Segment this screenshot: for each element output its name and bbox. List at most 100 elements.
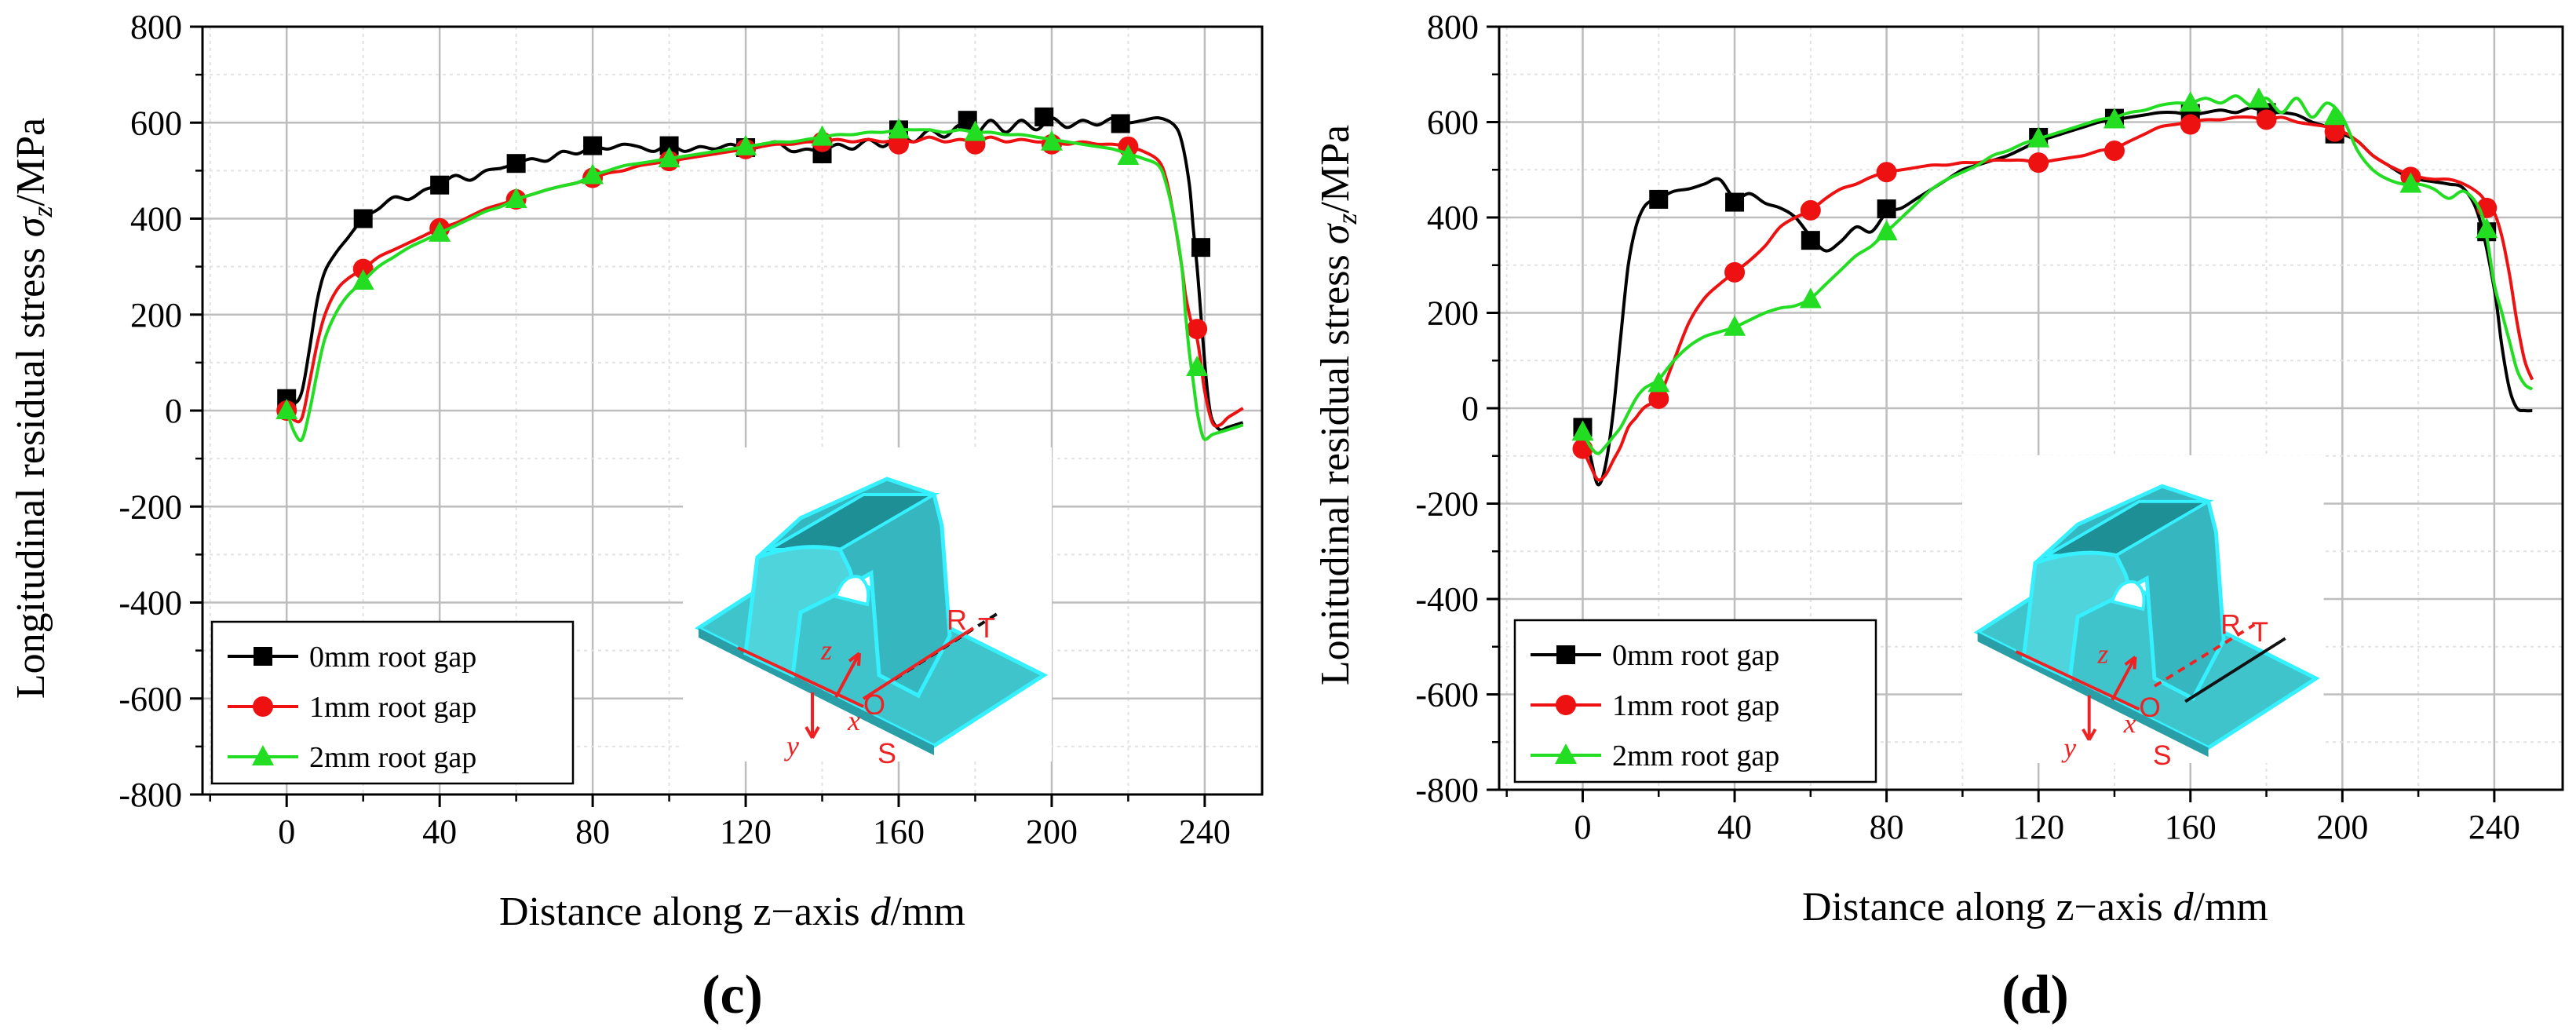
- data-point-triangle: [1647, 371, 1670, 393]
- legend-items: 0mm root gap 1mm root gap 2mm root gap: [1531, 639, 1779, 772]
- data-point-triangle: [1117, 144, 1140, 166]
- chart-panel-d: z y x O S R T 0mm root gap 1mm root gap 2m…: [1313, 8, 2564, 1025]
- data-point-triangle: [2103, 108, 2125, 129]
- data-point-square: [1877, 199, 1896, 219]
- data-point-circle: [1800, 199, 1821, 221]
- plot-frame: [190, 25, 1264, 807]
- x-tick-label: 40: [1717, 808, 1752, 846]
- axes-text: 0 40 80 120 160 200 240 -800 -600 -400 -200 0 200 400…: [1415, 8, 2520, 846]
- data-point-square: [1649, 189, 1669, 209]
- legend-marker-circle: [1556, 695, 1576, 715]
- legend: 0mm root gap 1mm root gap 2mm root gap: [210, 620, 575, 785]
- data-point-square: [1191, 238, 1211, 258]
- data-point-triangle: [964, 120, 987, 141]
- data-point-triangle: [582, 163, 604, 184]
- inset-label-z: z: [820, 634, 832, 666]
- x-tick-label: 120: [2012, 808, 2064, 846]
- data-point-triangle: [275, 399, 298, 419]
- legend-marker-triangle: [1555, 743, 1577, 764]
- data-point-triangle: [888, 118, 910, 139]
- data-point-circle: [1724, 261, 1746, 283]
- x-tick-label: 240: [1179, 813, 1231, 851]
- data-point-circle: [1876, 162, 1897, 183]
- data-point-triangle: [811, 125, 834, 146]
- x-tick-label: 80: [575, 813, 610, 851]
- data-point-square: [353, 209, 373, 228]
- data-point-square: [506, 154, 526, 173]
- data-point-circle: [2324, 121, 2345, 142]
- x-tick-label: 200: [2316, 808, 2368, 846]
- data-point-square: [583, 136, 603, 155]
- y-tick-label: -400: [119, 584, 182, 623]
- legend-label: 0mm root gap: [1612, 639, 1779, 672]
- data-point-triangle: [2247, 87, 2270, 108]
- weld-line-red: [862, 626, 975, 700]
- y-axis-label: Lonitudinal residual stress σz/MPa: [1313, 125, 1363, 685]
- axis-z-arrow: [2111, 656, 2137, 701]
- inset-label-O: O: [863, 688, 885, 721]
- y-tick-label: 0: [1461, 389, 1479, 428]
- legend-marker-triangle: [252, 745, 274, 765]
- x-tick-label: 240: [2468, 808, 2520, 846]
- x-axis-label: Distance along z−axis d/mm: [499, 889, 965, 934]
- y-tick-label: -400: [1415, 580, 1479, 619]
- y-tick-label: -600: [119, 680, 182, 718]
- inset-label-R: R: [2220, 609, 2240, 640]
- y-tick-label: 800: [1427, 8, 1479, 46]
- legend-items: 0mm root gap 1mm root gap 2mm root gap: [228, 641, 476, 774]
- weld-line-black: [2184, 637, 2286, 703]
- x-axis-label: Distance along z−axis d/mm: [1802, 885, 2268, 930]
- data-point-triangle: [1724, 315, 1746, 336]
- x-tick-label: 0: [1574, 808, 1591, 846]
- data-point-triangle: [2179, 91, 2202, 112]
- legend-label: 2mm root gap: [309, 741, 476, 774]
- series-line-1mm: [285, 135, 1244, 428]
- y-tick-label: -600: [1415, 676, 1479, 714]
- y-tick-label: 600: [130, 104, 182, 142]
- data-point-square: [1801, 231, 1820, 250]
- inset-label-S: S: [2153, 740, 2172, 771]
- x-tick-label: 160: [873, 813, 925, 851]
- series-line-2mm: [285, 128, 1244, 443]
- axis-y-arrow: [2082, 695, 2097, 741]
- y-tick-label: 200: [130, 296, 182, 334]
- y-tick-label: 400: [130, 200, 182, 239]
- inset-label-y: y: [2061, 732, 2076, 763]
- weld-line-red: [2153, 623, 2256, 688]
- legend-label: 0mm root gap: [309, 641, 476, 674]
- data-point-square: [1111, 114, 1130, 133]
- data-point-triangle: [2399, 172, 2422, 193]
- data-point-triangle: [735, 134, 757, 155]
- y-tick-label: 600: [1427, 104, 1479, 142]
- data-point-circle: [2103, 140, 2125, 161]
- stiffener-hole: [2110, 580, 2146, 612]
- axis-y-arrow: [805, 692, 820, 739]
- data-point-circle: [1187, 319, 1208, 340]
- data-point-square: [430, 175, 450, 195]
- plot-frame: [1487, 25, 2564, 802]
- inset-label-x: x: [2123, 708, 2136, 739]
- x-tick-label: 0: [278, 813, 295, 851]
- data-point-circle: [2256, 109, 2277, 130]
- axis-x-line: [737, 646, 864, 708]
- data-point-triangle: [505, 188, 527, 209]
- data-point-triangle: [658, 147, 680, 168]
- data-point-triangle: [429, 221, 451, 242]
- panel-letter-c: (c): [702, 965, 763, 1025]
- specimen-inset: z y x O S R T: [1962, 455, 2324, 771]
- series-group: [275, 107, 1244, 443]
- axis-x-line: [2015, 650, 2140, 711]
- inset-label-T: T: [2251, 617, 2268, 648]
- inset-label-z: z: [2096, 639, 2108, 670]
- panel-letter-d: (d): [2001, 965, 2069, 1025]
- data-point-circle: [2180, 114, 2201, 135]
- x-tick-label: 80: [1870, 808, 1904, 846]
- series-line-1mm: [1581, 115, 2534, 482]
- data-point-triangle: [2027, 126, 2050, 148]
- y-axis-label: Longitudinal residual stress σz/MPa: [9, 118, 58, 699]
- y-tick-label: 800: [130, 8, 182, 46]
- y-tick-label: -200: [119, 488, 182, 526]
- y-tick-label: -800: [119, 776, 182, 814]
- series-line-0mm: [285, 115, 1244, 432]
